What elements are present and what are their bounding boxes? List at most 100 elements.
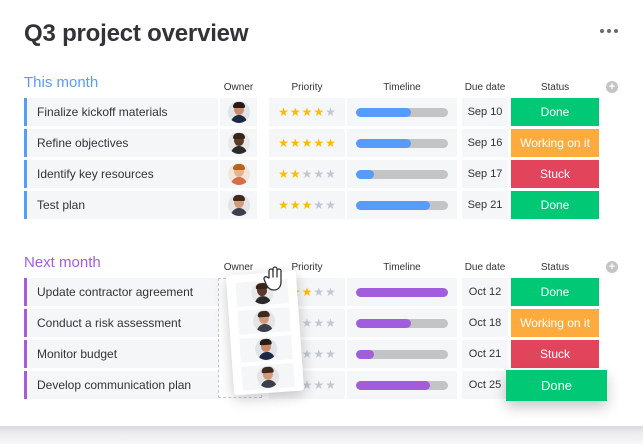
more-dots-icon[interactable] <box>600 26 622 36</box>
avatar-man-beard[interactable] <box>252 309 276 333</box>
timeline-bar <box>356 169 448 179</box>
grab-hand-icon <box>263 266 282 291</box>
star-empty-icon[interactable]: ★ <box>325 316 336 330</box>
due-date-cell[interactable]: Sep 17 <box>462 160 508 188</box>
star-empty-icon[interactable]: ★ <box>301 378 313 392</box>
star-empty-icon[interactable]: ★ <box>313 316 325 330</box>
star-filled-icon[interactable]: ★ <box>278 136 289 150</box>
priority-cell[interactable]: ★★★★★ <box>269 129 345 157</box>
star-filled-icon[interactable]: ★ <box>313 136 325 150</box>
due-date-cell[interactable]: Sep 10 <box>462 98 508 126</box>
table-row[interactable]: Finalize kickoff materials ★ ★ ★ ★ ★ Sep 10 Don… <box>24 98 604 126</box>
due-date-cell[interactable]: Oct 12 <box>462 278 508 306</box>
item-name-cell[interactable]: Conduct a risk assessment <box>24 309 218 337</box>
drag-slot <box>237 307 291 335</box>
avatar-woman-curly-hair[interactable] <box>227 163 250 185</box>
star-empty-icon[interactable]: ★ <box>325 198 336 212</box>
item-name-cell[interactable]: Finalize kickoff materials <box>24 98 218 126</box>
star-empty-icon[interactable]: ★ <box>325 378 336 392</box>
owner-cell[interactable] <box>220 160 257 188</box>
timeline-cell[interactable] <box>347 191 457 219</box>
group-title-next-month[interactable]: Next month <box>24 254 101 271</box>
timeline-cell[interactable] <box>347 129 457 157</box>
group-title-this-month[interactable]: This month <box>24 74 99 91</box>
item-name-cell[interactable]: Develop communication plan <box>24 371 218 399</box>
due-date-cell[interactable]: Oct 21 <box>462 340 508 368</box>
star-empty-icon[interactable]: ★ <box>325 285 336 299</box>
star-filled-icon[interactable]: ★ <box>301 198 313 212</box>
star-filled-icon[interactable]: ★ <box>278 167 289 181</box>
star-filled-icon[interactable]: ★ <box>289 167 301 181</box>
star-filled-icon[interactable]: ★ <box>301 105 313 119</box>
status-label[interactable]: Done <box>511 191 599 219</box>
item-name-cell[interactable]: Update contractor agreement <box>24 278 218 306</box>
star-filled-icon[interactable]: ★ <box>278 198 289 212</box>
table-row[interactable]: Refine objectives ★ ★ ★ ★ ★ Sep 16 Working on i… <box>24 129 604 157</box>
due-date-cell[interactable]: Sep 16 <box>462 129 508 157</box>
owner-cell[interactable] <box>220 98 257 126</box>
item-name-cell[interactable]: Monitor budget <box>24 340 218 368</box>
owner-cell[interactable] <box>220 191 257 219</box>
star-empty-icon[interactable]: ★ <box>325 167 336 181</box>
status-label[interactable]: Working on it <box>511 129 599 157</box>
table-row[interactable]: Identify key resources ★ ★ ★ ★ ★ Sep 17 Stuck <box>24 160 604 188</box>
status-label[interactable]: Working on it <box>511 309 599 337</box>
star-filled-icon[interactable]: ★ <box>301 285 313 299</box>
timeline-bar-fill <box>356 349 375 359</box>
priority-cell[interactable]: ★★★★★ <box>269 160 345 188</box>
status-label[interactable]: Done <box>511 278 599 306</box>
status-label[interactable]: Stuck <box>511 340 599 368</box>
star-empty-icon[interactable]: ★ <box>313 167 325 181</box>
star-filled-icon[interactable]: ★ <box>313 105 325 119</box>
star-empty-icon[interactable]: ★ <box>313 378 325 392</box>
item-name-cell[interactable]: Test plan <box>24 191 218 219</box>
timeline-cell[interactable] <box>347 340 457 368</box>
avatar-woman-dark-hair[interactable] <box>254 337 278 361</box>
timeline-cell[interactable] <box>347 160 457 188</box>
timeline-bar-fill <box>356 287 448 297</box>
add-column-icon[interactable]: + <box>606 81 618 93</box>
star-empty-icon[interactable]: ★ <box>313 285 325 299</box>
column-header-owner: Owner <box>223 82 254 93</box>
item-name-cell[interactable]: Identify key resources <box>24 160 218 188</box>
timeline-cell[interactable] <box>347 98 457 126</box>
avatar-man-bald[interactable] <box>227 132 250 154</box>
add-column-icon[interactable]: + <box>606 261 618 273</box>
star-empty-icon[interactable]: ★ <box>325 105 336 119</box>
star-empty-icon[interactable]: ★ <box>301 167 313 181</box>
priority-cell[interactable]: ★★★★★ <box>269 191 345 219</box>
status-label[interactable]: Done <box>511 98 599 126</box>
table-row[interactable]: Test plan ★ ★ ★ ★ ★ Sep 21 Done <box>24 191 604 219</box>
owner-cell[interactable] <box>220 129 257 157</box>
due-date-cell[interactable]: Oct 25 <box>462 371 508 399</box>
timeline-cell[interactable] <box>347 371 457 399</box>
column-header-status: Status <box>540 262 570 273</box>
timeline-bar <box>356 349 448 359</box>
table-row[interactable]: Conduct a risk assessment★★★★★Oct 18Work… <box>24 309 604 337</box>
star-empty-icon[interactable]: ★ <box>313 347 325 361</box>
table-row[interactable]: Update contractor agreement★★★★★Oct 12Do… <box>24 278 604 306</box>
star-filled-icon[interactable]: ★ <box>289 198 301 212</box>
star-empty-icon[interactable]: ★ <box>325 347 336 361</box>
timeline-bar <box>356 380 448 390</box>
avatar-woman-dark-hair[interactable] <box>227 101 250 123</box>
avatar-man-beard[interactable] <box>227 194 250 216</box>
item-name-cell[interactable]: Refine objectives <box>24 129 218 157</box>
star-empty-icon[interactable]: ★ <box>313 198 325 212</box>
star-filled-icon[interactable]: ★ <box>301 136 313 150</box>
priority-cell[interactable]: ★★★★★ <box>269 98 345 126</box>
star-empty-icon[interactable]: ★ <box>301 316 313 330</box>
star-filled-icon[interactable]: ★ <box>289 105 301 119</box>
star-filled-icon[interactable]: ★ <box>289 136 301 150</box>
star-empty-icon[interactable]: ★ <box>301 347 313 361</box>
timeline-cell[interactable] <box>347 278 457 306</box>
status-label[interactable]: Stuck <box>511 160 599 188</box>
star-filled-icon[interactable]: ★ <box>325 136 336 150</box>
timeline-cell[interactable] <box>347 309 457 337</box>
floating-status-done[interactable]: Done <box>506 370 607 401</box>
due-date-cell[interactable]: Sep 21 <box>462 191 508 219</box>
due-date-cell[interactable]: Oct 18 <box>462 309 508 337</box>
avatar-man-beard[interactable] <box>256 365 280 389</box>
star-filled-icon[interactable]: ★ <box>278 105 289 119</box>
